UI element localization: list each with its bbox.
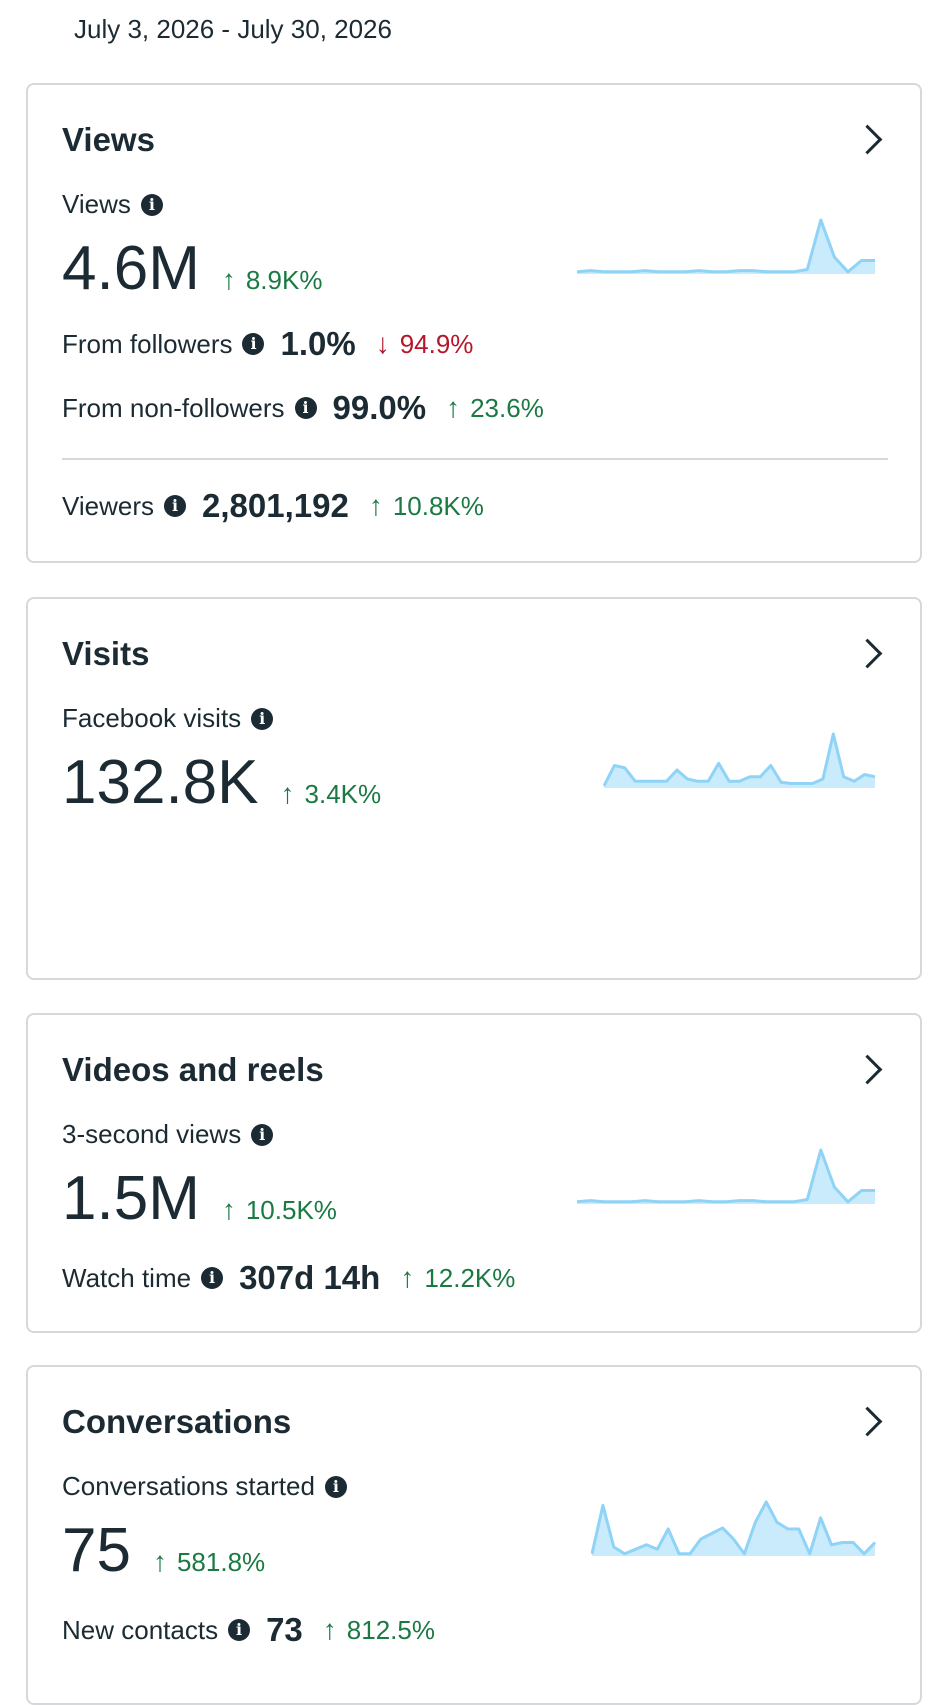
conversations-sparkline-line — [591, 1500, 876, 1556]
chevron-right-icon[interactable] — [852, 638, 883, 669]
conversations-title: Conversations — [62, 1403, 292, 1440]
arrow-up-icon: ↑ — [280, 778, 295, 809]
arrow-up-icon: ↑ — [446, 392, 461, 423]
views-sparkline-area — [577, 220, 875, 274]
from-non-followers-label: From non-followers — [62, 392, 285, 423]
conversations-sparkline — [591, 1500, 876, 1556]
conversations-delta: ↑ 581.8% — [153, 1546, 265, 1578]
viewers-value: 2,801,192 — [202, 487, 349, 524]
viewers-label: Viewers — [62, 490, 155, 521]
views-delta: ↑ 8.9K% — [222, 264, 323, 296]
new-contacts-row: New contacts i 73 ↑ 812.5% — [62, 1611, 435, 1649]
videos-delta-value: 10.5K% — [245, 1195, 337, 1225]
conversations-card[interactable]: Conversations Conversations started i 75… — [26, 1365, 922, 1705]
from-non-followers-row: From non-followers i 99.0% ↑ 23.6% — [62, 389, 544, 427]
arrow-up-icon: ↑ — [322, 1614, 337, 1645]
arrow-up-icon: ↑ — [368, 490, 383, 521]
views-value: 4.6M — [62, 234, 200, 303]
info-icon[interactable]: i — [294, 397, 317, 419]
conversations-metric-label: Conversations started i — [62, 1471, 347, 1502]
conversations-sparkline-area — [592, 1502, 875, 1556]
watch-time-label: Watch time — [62, 1262, 192, 1293]
visits-value: 132.8K — [62, 748, 259, 817]
from-non-followers-delta-value: 23.6% — [470, 393, 544, 423]
from-non-followers-delta: ↑ 23.6% — [446, 392, 544, 424]
watch-time-row: Watch time i 307d 14h ↑ 12.2K% — [62, 1259, 515, 1297]
new-contacts-value: 73 — [266, 1611, 303, 1648]
visits-delta: ↑ 3.4K% — [281, 778, 382, 810]
views-metric-label: Views i — [62, 189, 163, 220]
videos-sparkline-area — [577, 1150, 875, 1204]
new-contacts-delta: ↑ 812.5% — [323, 1614, 435, 1646]
info-icon[interactable]: i — [324, 1475, 347, 1498]
watch-time-delta-value: 12.2K% — [424, 1263, 516, 1293]
views-sparkline — [576, 218, 875, 274]
conversations-started-label: Conversations started — [62, 1471, 315, 1501]
info-icon[interactable]: i — [251, 707, 274, 730]
videos-delta: ↑ 10.5K% — [222, 1194, 337, 1226]
visits-sparkline-line — [603, 732, 876, 787]
chevron-right-icon[interactable] — [852, 124, 883, 155]
info-icon[interactable]: i — [164, 495, 187, 517]
viewers-row: Viewers i 2,801,192 ↑ 10.8K% — [62, 487, 484, 525]
viewers-delta: ↑ 10.8K% — [369, 490, 484, 522]
videos-sparkline-line — [576, 1148, 875, 1204]
watch-time-delta: ↑ 12.2K% — [400, 1262, 515, 1294]
visits-card[interactable]: Visits Facebook visits i 132.8K ↑ 3.4K% — [26, 597, 922, 980]
viewers-delta-value: 10.8K% — [392, 491, 484, 521]
arrow-up-icon: ↑ — [152, 1546, 167, 1577]
from-followers-label: From followers — [62, 328, 233, 359]
visits-title: Visits — [62, 635, 150, 672]
visits-value-row: 132.8K ↑ 3.4K% — [62, 747, 381, 818]
conversations-value: 75 — [62, 1516, 131, 1585]
visits-sparkline — [603, 732, 876, 788]
conversations-delta-value: 581.8% — [176, 1547, 266, 1577]
watch-time-value: 307d 14h — [239, 1259, 381, 1296]
date-range: July 3, 2026 - July 30, 2026 — [74, 14, 392, 44]
new-contacts-label: New contacts — [62, 1614, 219, 1645]
arrow-up-icon: ↑ — [400, 1262, 415, 1293]
views-sparkline-line — [576, 218, 875, 274]
views-title: Views — [62, 121, 155, 158]
three-second-views-label: 3-second views — [62, 1119, 242, 1149]
videos-value-row: 1.5M ↑ 10.5K% — [62, 1163, 337, 1234]
visits-sparkline-area — [604, 734, 875, 788]
divider — [62, 458, 888, 460]
videos-reels-card[interactable]: Videos and reels 3-second views i 1.5M ↑… — [26, 1013, 922, 1333]
arrow-down-icon: ↓ — [375, 328, 390, 359]
info-icon[interactable]: i — [228, 1619, 251, 1641]
visits-metric-label: Facebook visits i — [62, 703, 274, 734]
videos-title: Videos and reels — [62, 1051, 324, 1088]
videos-value: 1.5M — [62, 1164, 200, 1233]
views-value-row: 4.6M ↑ 8.9K% — [62, 233, 322, 304]
conversations-value-row: 75 ↑ 581.8% — [62, 1515, 265, 1586]
views-label: Views — [62, 189, 131, 219]
facebook-visits-label: Facebook visits — [62, 703, 242, 733]
videos-sparkline — [576, 1148, 875, 1204]
views-card[interactable]: Views Views i 4.6M ↑ 8.9K% From follower… — [26, 83, 922, 563]
from-followers-delta-value: 94.9% — [399, 329, 474, 359]
info-icon[interactable]: i — [201, 1267, 224, 1289]
from-non-followers-value: 99.0% — [332, 389, 427, 426]
from-followers-delta: ↓ 94.9% — [376, 328, 474, 360]
arrow-up-icon: ↑ — [221, 264, 236, 295]
arrow-up-icon: ↑ — [221, 1194, 236, 1225]
new-contacts-delta-value: 812.5% — [346, 1615, 435, 1645]
views-delta-value: 8.9K% — [245, 265, 323, 295]
chevron-right-icon[interactable] — [852, 1406, 883, 1437]
info-icon[interactable]: i — [140, 193, 163, 216]
from-followers-row: From followers i 1.0% ↓ 94.9% — [62, 325, 473, 363]
from-followers-value: 1.0% — [280, 325, 356, 362]
videos-metric-label: 3-second views i — [62, 1119, 274, 1150]
info-icon[interactable]: i — [242, 333, 265, 355]
info-icon[interactable]: i — [251, 1123, 274, 1146]
visits-delta-value: 3.4K% — [304, 779, 382, 809]
chevron-right-icon[interactable] — [852, 1054, 883, 1085]
